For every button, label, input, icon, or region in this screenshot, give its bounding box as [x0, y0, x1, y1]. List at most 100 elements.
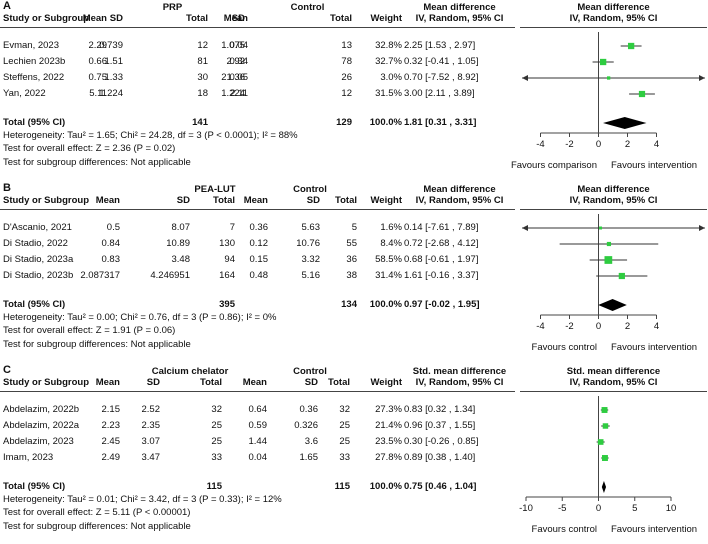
group1-sd: 2.35 [141, 420, 161, 431]
study-weight: 27.8% [375, 452, 402, 463]
x-tick-label: -4 [536, 321, 544, 332]
group2-header: Control [290, 2, 325, 13]
total-weight: 100.0% [369, 117, 402, 128]
effect-subheader: IV, Random, 95% CI [415, 13, 504, 24]
group2-mean: 0.04 [229, 40, 249, 51]
group1-mean: 0.66 [88, 56, 108, 67]
footnote: Test for overall effect: Z = 1.91 (P = 0… [3, 325, 176, 336]
plot-header: Mean difference [577, 184, 650, 195]
group1-sd: 0.739 [99, 40, 123, 51]
group2-total-n: 115 [334, 481, 350, 492]
panel-b: B PEA-LUT Control Mean difference Mean diffe… [0, 182, 708, 362]
study-column-header: Study or Subgroup [3, 13, 90, 24]
footnote: Heterogeneity: Tau² = 0.00; Chi² = 0.76,… [3, 312, 277, 323]
study-effect-ci: 0.32 [-0.41 , 1.05] [404, 56, 479, 67]
plot-header-rule [520, 209, 707, 210]
group2-total: 5 [351, 222, 357, 233]
study-effect-ci: 0.70 [-7.52 , 8.92] [404, 72, 479, 83]
study-effect-ci: 0.72 [-2.68 , 4.12] [404, 238, 479, 249]
plot-subheader: IV, Random, 95% CI [569, 13, 658, 24]
group2-total-n: 129 [336, 117, 352, 128]
total-label: Total (95% CI) [3, 299, 66, 310]
footnote: Test for subgroup differences: Not appli… [3, 339, 191, 350]
mean1-column-header: Mean [95, 377, 120, 388]
group1-total: 32 [211, 404, 222, 415]
study-name: Steffens, 2022 [3, 72, 65, 83]
group1-total: 18 [197, 88, 208, 99]
group2-mean: 0.12 [249, 238, 269, 249]
group2-total: 33 [339, 452, 350, 463]
study-point-estimate [602, 423, 609, 429]
group1-total: 25 [211, 420, 222, 431]
study-name: Imam, 2023 [3, 452, 54, 463]
x-tick-label: 0 [596, 139, 601, 150]
favours-left-label: Favours control [531, 342, 597, 353]
study-weight: 8.4% [380, 238, 402, 249]
group1-total: 7 [229, 222, 235, 233]
ci-arrow-right [699, 75, 705, 81]
mean1-column-header: Mean [82, 13, 107, 24]
study-name: Evman, 2023 [3, 40, 59, 51]
x-tick-label: -2 [565, 139, 573, 150]
study-name: Abdelazim, 2022a [3, 420, 80, 431]
mean2-column-header: Mean [242, 377, 267, 388]
group2-mean: 0.64 [248, 404, 268, 415]
group2-total: 26 [341, 72, 352, 83]
group2-mean: 0.48 [249, 270, 269, 281]
group2-sd: 3.6 [304, 436, 318, 447]
header-rule [0, 391, 515, 392]
footnote: Heterogeneity: Tau² = 0.01; Chi² = 3.42,… [3, 494, 282, 505]
study-point-estimate [599, 226, 603, 230]
forest-plot: -10 -5 0 5 10 [519, 396, 677, 514]
group1-sd: 4.246951 [150, 270, 190, 281]
plot-subheader: IV, Random, 95% CI [569, 377, 658, 388]
footnote: Heterogeneity: Tau² = 1.65; Chi² = 24.28… [3, 130, 298, 141]
total1-column-header: Total [186, 13, 208, 24]
x-tick-label: 10 [666, 503, 677, 514]
group1-total-n: 115 [206, 481, 222, 492]
footnote: Test for overall effect: Z = 5.11 (P < 0… [3, 507, 191, 518]
study-effect-ci: 0.30 [-0.26 , 0.85] [404, 436, 479, 447]
mean1-column-header: Mean [95, 195, 120, 206]
mean2-column-header: Mean [223, 13, 248, 24]
group2-mean: 2.11 [230, 88, 248, 99]
group1-header: Calcium chelator [151, 366, 229, 377]
forest-plot: -4 -2 0 2 4 [522, 214, 705, 332]
favours-right-label: Favours intervention [611, 160, 698, 171]
group2-total: 38 [346, 270, 357, 281]
ci-arrow-left [522, 75, 528, 81]
sd2-column-header: SD [304, 377, 318, 388]
group1-total: 94 [224, 254, 235, 265]
study-weight: 31.4% [375, 270, 402, 281]
sd1-column-header: SD [146, 377, 160, 388]
footnote: Test for subgroup differences: Not appli… [3, 521, 191, 532]
study-effect-ci: 0.68 [-0.61 , 1.97] [404, 254, 479, 265]
sd1-column-header: SD [176, 195, 190, 206]
study-effect-ci: 0.14 [-7.61 , 7.89] [404, 222, 479, 233]
footnote: Test for overall effect: Z = 2.36 (P = 0… [3, 143, 176, 154]
panel-letter: A [3, 0, 11, 12]
pooled-diamond [598, 299, 627, 311]
x-tick-label: 4 [654, 139, 659, 150]
group1-sd: 3.07 [141, 436, 161, 447]
study-effect-ci: 2.25 [1.53 , 2.97] [404, 40, 476, 51]
total1-column-header: Total [200, 377, 222, 388]
study-name: D'Ascanio, 2021 [3, 222, 72, 233]
group2-sd: 0.36 [299, 404, 319, 415]
group2-total: 25 [339, 436, 350, 447]
sd2-column-header: SD [231, 13, 245, 24]
group1-mean: 0.75 [88, 72, 108, 83]
group1-sd: 3.47 [141, 452, 161, 463]
study-weight: 27.3% [375, 404, 402, 415]
weight-column-header: Weight [370, 13, 403, 24]
study-point-estimate [618, 272, 625, 280]
plot-header-rule [520, 391, 707, 392]
total2-column-header: Total [335, 195, 357, 206]
study-weight: 32.8% [375, 40, 402, 51]
group2-sd: 21.36 [221, 72, 245, 83]
study-column-header: Study or Subgroup [3, 195, 90, 206]
effect-subheader: IV, Random, 95% CI [415, 377, 504, 388]
group2-sd: 5.63 [301, 222, 321, 233]
study-weight: 58.5% [375, 254, 402, 265]
group1-total: 30 [197, 72, 208, 83]
